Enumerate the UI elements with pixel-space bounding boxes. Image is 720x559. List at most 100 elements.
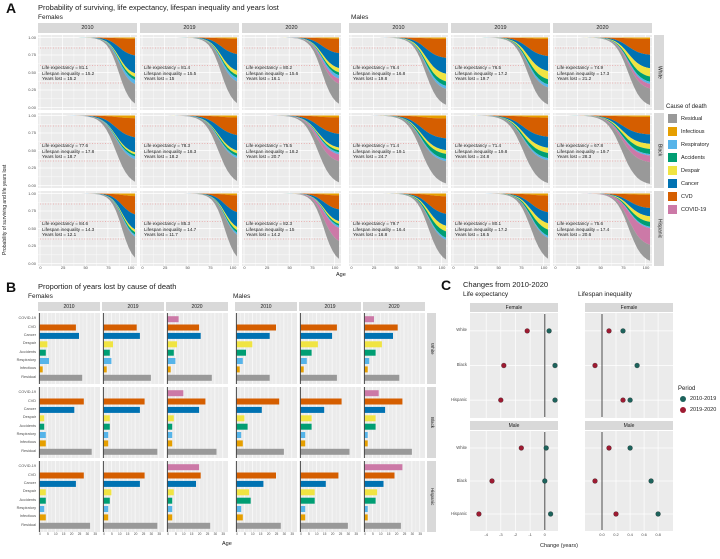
survival-annotation: Life expectancy = 74.9 Lifespan inequalit… [557, 65, 609, 82]
panel-b-category-label: COVID-19 [18, 464, 36, 469]
panel-c-facet-strip: Male [470, 421, 558, 430]
annotation-line: Years lost = 12.1 [42, 232, 77, 237]
panel-c-facet-plot [585, 313, 673, 418]
panel-b-x-tick: 5 [308, 532, 310, 536]
annotation-line: Life expectancy = 84.6 [42, 221, 89, 226]
annotation-line: Years lost = 11.7 [144, 232, 178, 237]
panel-c-race-label: White [456, 327, 467, 333]
panel-c-facet-strip: Female [585, 303, 673, 312]
annotation-line: Years lost = 19.8 [353, 76, 388, 81]
panel-b-category-label: CVD [27, 324, 36, 329]
panel-c-facet-strip: Male [585, 421, 673, 430]
panel-c-x-tick: -4 [484, 532, 488, 537]
period-legend-dot [680, 407, 686, 413]
panel-a-x-tick: 0 [243, 265, 246, 270]
survival-annotation: Life expectancy = 76.5 Lifespan inequalit… [455, 65, 507, 82]
panel-a-x-tick: 100 [229, 265, 237, 270]
survival-annotation: Life expectancy = 75.6 Lifespan inequalit… [557, 221, 609, 238]
bar-cell [102, 461, 164, 532]
survival-cell: Life expectancy = 78.3 Lifespan inequalit… [140, 113, 239, 188]
panel-b-x-tick: 35 [418, 532, 423, 536]
panel-b-x-tick: 30 [85, 532, 90, 536]
bar-cell [299, 313, 361, 384]
panel-b-category-label: Infectious [19, 440, 36, 445]
panel-b-x-tick: 20 [266, 532, 271, 536]
panel-b-category-label: Respiratory [16, 358, 36, 363]
panel-b-x-tick: 5 [111, 532, 113, 536]
panel-a-year-strip: 2010 [38, 23, 137, 33]
panel-b-x-tick: 15 [322, 532, 327, 536]
panel-c-facet-plot [585, 431, 673, 531]
survival-chart [553, 191, 652, 266]
dot-chart [585, 431, 673, 531]
panel-b-race-strip-label: Black [429, 416, 435, 428]
panel-c-x-tick: -3 [499, 532, 503, 537]
bar-chart [235, 313, 297, 384]
panel-a-x-tick: 0 [554, 265, 557, 270]
annotation-line: Years lost = 16.5 [455, 232, 490, 237]
panel-a-x-tick: 75 [417, 265, 422, 270]
panel-b-x-tick: 20 [197, 532, 202, 536]
bar-cell [363, 313, 425, 384]
panel-b-x-tick: 10 [251, 532, 255, 536]
panel-a-y-tick: 0.50 [28, 225, 36, 231]
panel-b-race-strip: White [427, 313, 436, 384]
survival-annotation: Life expectancy = 76.4 Lifespan inequalit… [353, 65, 405, 82]
panel-b-label: B [6, 279, 17, 295]
survival-chart [349, 113, 448, 188]
bar-chart [102, 387, 164, 458]
bar-cell [102, 313, 164, 384]
survival-annotation: Life expectancy = 82.3 Lifespan inequalit… [246, 221, 294, 238]
panel-b-x-tick: 0 [236, 532, 238, 536]
cause-legend-swatch [668, 192, 677, 201]
annotation-line: Lifespan inequality = 17.2 [455, 226, 508, 232]
panel-b-category-label: Residual [21, 448, 36, 453]
cause-legend-item-label: COVID-19 [681, 207, 707, 213]
panel-b-x-tick: 35 [93, 532, 98, 536]
survival-annotation: Life expectancy = 71.4 Lifespan inequalit… [455, 143, 507, 160]
survival-chart [242, 35, 341, 110]
annotation-line: Life expectancy = 79.7 [353, 221, 400, 226]
panel-c-life-expectancy-subtitle: Life expectancy [463, 291, 509, 298]
survival-cell: Life expectancy = 81.4 Lifespan inequalit… [140, 35, 239, 110]
survival-annotation: Life expectancy = 78.3 Lifespan inequalit… [144, 143, 196, 160]
survival-annotation: Life expectancy = 71.4 Lifespan inequalit… [353, 143, 405, 160]
panel-a-race-strip-label: Hispanic [656, 218, 663, 239]
panel-b-males-label: Males [233, 293, 251, 300]
panel-b-x-tick: 15 [258, 532, 263, 536]
bar-cell [363, 387, 425, 458]
annotation-line: Years lost = 19.7 [455, 76, 490, 81]
annotation-line: Lifespan inequality = 17.3 [557, 70, 610, 76]
panel-c-x-tick: 0 [543, 532, 546, 537]
panel-b-year-strip: 2020 [166, 302, 228, 311]
panel-b-x-tick: 25 [338, 532, 343, 536]
panel-b-category-label: CVD [27, 398, 36, 403]
panel-b-category-label: Accidents [19, 349, 36, 354]
cause-legend-title: Cause of death [666, 104, 707, 110]
panel-b-x-tick: 20 [330, 532, 335, 536]
survival-cell: Life expectancy = 76.4 Lifespan inequalit… [349, 35, 448, 110]
panel-c-dot-grid: Female Male -4 -3 -2 -1 0 Female Male 0.0 0.2 0.4 0.… [440, 290, 720, 559]
annotation-line: Years lost = 20.7 [246, 154, 281, 159]
bar-chart [38, 313, 100, 384]
dot-chart [585, 313, 673, 418]
bar-chart [235, 387, 297, 458]
cause-legend-item-label: Cancer [681, 181, 699, 187]
cause-legend-item-label: Infectious [681, 129, 705, 135]
panel-b-category-label: Accidents [19, 423, 36, 428]
annotation-line: Lifespan inequality = 19.7 [557, 148, 610, 154]
panel-b-year-strip: 2010 [235, 302, 297, 311]
annotation-line: Life expectancy = 75.6 [557, 221, 604, 226]
bar-chart [166, 387, 228, 458]
survival-cell: Life expectancy = 74.9 Lifespan inequalit… [553, 35, 652, 110]
panel-a-race-strip: White [654, 35, 664, 110]
panel-a-x-tick: 50 [83, 265, 88, 270]
panel-c-facet-plot [470, 313, 558, 418]
bar-cell [102, 387, 164, 458]
panel-a-x-tick: 50 [598, 265, 603, 270]
panel-a-x-tick: 25 [473, 265, 479, 270]
annotation-line: Life expectancy = 81.1 [42, 65, 89, 70]
annotation-line: Life expectancy = 75.5 [246, 143, 293, 148]
panel-a-y-tick: 0.25 [28, 243, 36, 248]
panel-c-race-label: Hispanic [450, 396, 467, 402]
